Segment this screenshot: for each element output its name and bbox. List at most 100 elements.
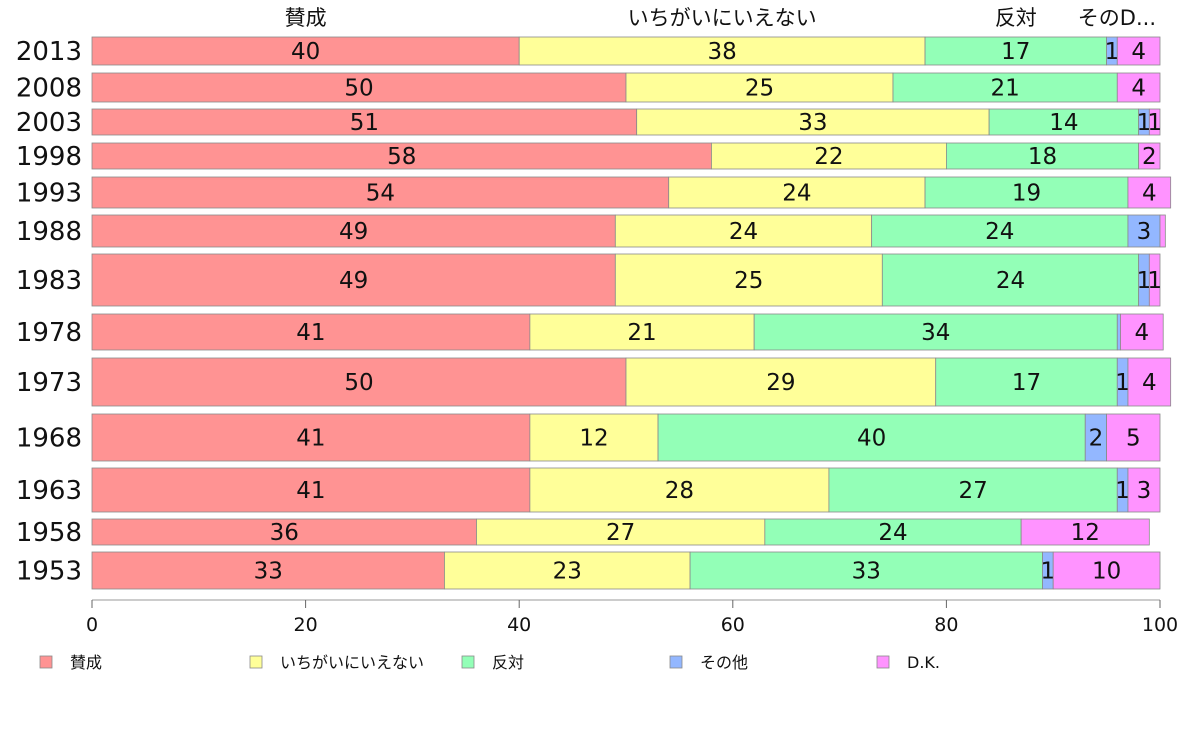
bar-segment <box>625 357 937 407</box>
bar-segment <box>518 36 926 66</box>
bar-segment <box>924 36 1107 66</box>
bar-row: 1973 50 29 17 1 4 <box>16 357 1172 407</box>
legend: 賛成 いちがいにいえない 反対 その他 D.K. <box>39 653 940 672</box>
bar-segment <box>1106 413 1161 462</box>
data-label: 49 <box>339 268 368 294</box>
legend-swatch <box>249 655 263 669</box>
data-label: 36 <box>270 520 299 546</box>
data-label: 1 <box>1137 268 1152 294</box>
data-label: 50 <box>344 76 373 102</box>
bar-row: 2013 40 38 17 1 4 <box>16 36 1161 67</box>
data-label: 4 <box>1131 39 1146 65</box>
x-tick-label: 0 <box>86 614 98 636</box>
data-label: 54 <box>366 181 395 207</box>
data-label: 4 <box>1135 320 1150 346</box>
x-axis: 0 20 40 60 80 100 <box>86 599 1178 636</box>
legend-item: いちがいにいえない <box>249 653 424 672</box>
x-tick-label: 100 <box>1142 614 1178 636</box>
data-label: 41 <box>296 478 325 504</box>
legend-item: 反対 <box>461 653 524 672</box>
legend-item: D.K. <box>876 653 940 672</box>
data-label: 27 <box>606 520 635 546</box>
bar-segment <box>91 357 627 407</box>
top-label: そのD... <box>1078 6 1156 30</box>
bar-row: 1988 49 24 24 3 <box>16 214 1166 248</box>
top-label: 反対 <box>995 6 1037 30</box>
bar-row: 2008 50 25 21 4 <box>16 72 1161 104</box>
data-label: 21 <box>627 320 656 346</box>
bar-segment <box>625 72 894 103</box>
data-label: 28 <box>665 478 694 504</box>
legend-label: D.K. <box>907 653 940 672</box>
bar-segment <box>1020 518 1150 546</box>
bar-segment <box>711 142 947 170</box>
bar-segment <box>1159 214 1166 248</box>
bar-segment <box>657 413 1086 462</box>
data-label: 24 <box>985 219 1014 245</box>
bar-segment <box>529 467 830 513</box>
bar-row: 1958 36 27 24 12 <box>16 518 1150 548</box>
bar-row: 1983 49 25 24 11 <box>16 253 1162 307</box>
data-label: 1 <box>1105 39 1120 65</box>
x-tick-label: 80 <box>934 614 958 636</box>
data-label: 24 <box>996 268 1025 294</box>
bar-segment <box>689 551 1043 590</box>
bar-segment <box>1120 313 1164 351</box>
bar-segment <box>529 413 659 462</box>
year-label: 1978 <box>16 318 82 348</box>
bar-segment <box>91 214 616 248</box>
data-label: 34 <box>921 320 950 346</box>
bar-row: 1993 54 24 19 4 <box>16 176 1172 209</box>
bar-row: 2003 51 33 14 11 <box>16 108 1162 138</box>
bar-segment <box>881 253 1140 307</box>
bar-segment <box>764 518 1022 546</box>
bar-segment <box>1148 253 1161 307</box>
data-label: 50 <box>344 370 373 396</box>
legend-swatch <box>39 655 53 669</box>
data-label: 4 <box>1131 76 1146 102</box>
top-labels: 賛成 いちがいにいえない 反対 そのD... <box>285 6 1156 30</box>
x-tick-label: 60 <box>721 614 745 636</box>
data-label: 1 <box>1147 110 1162 136</box>
bar-segment <box>476 518 766 546</box>
year-label: 1983 <box>16 266 82 296</box>
legend-label: 反対 <box>492 653 524 672</box>
data-label: 4 <box>1142 370 1157 396</box>
top-label: 賛成 <box>285 6 327 30</box>
data-label: 12 <box>1071 520 1100 546</box>
data-label: 38 <box>707 39 736 65</box>
bar-segment <box>753 313 1118 351</box>
x-tick-label: 40 <box>507 614 531 636</box>
bar-segment <box>1127 176 1172 209</box>
data-label: 14 <box>1049 110 1078 136</box>
bar-row: 1963 41 28 27 1 3 <box>16 467 1161 513</box>
bar-row: 1978 41 21 34 4 <box>16 313 1164 351</box>
legend-item: その他 <box>669 653 748 672</box>
bar-segment <box>828 467 1118 513</box>
bar-segment <box>444 551 691 590</box>
data-label: 10 <box>1092 559 1121 585</box>
legend-swatch <box>669 655 683 669</box>
bar-segment <box>668 176 926 209</box>
year-label: 2008 <box>16 74 82 104</box>
data-label: 41 <box>296 320 325 346</box>
data-label: 2 <box>1089 426 1104 452</box>
data-label: 24 <box>878 520 907 546</box>
data-label: 27 <box>958 478 987 504</box>
data-label: 49 <box>339 219 368 245</box>
bar-segment <box>91 518 477 546</box>
year-label: 1958 <box>16 518 82 548</box>
bar-segment <box>91 253 616 307</box>
data-label: 17 <box>1012 370 1041 396</box>
year-label: 1993 <box>16 179 82 209</box>
data-label: 22 <box>814 144 843 170</box>
data-label: 51 <box>350 110 379 136</box>
year-label: 1953 <box>16 557 82 587</box>
legend-item: 賛成 <box>39 653 102 672</box>
bar-row: 1968 41 12 40 2 5 <box>16 413 1161 462</box>
data-label: 25 <box>734 268 763 294</box>
bar-segment <box>614 214 873 248</box>
data-label: 33 <box>852 559 881 585</box>
data-label: 33 <box>798 110 827 136</box>
